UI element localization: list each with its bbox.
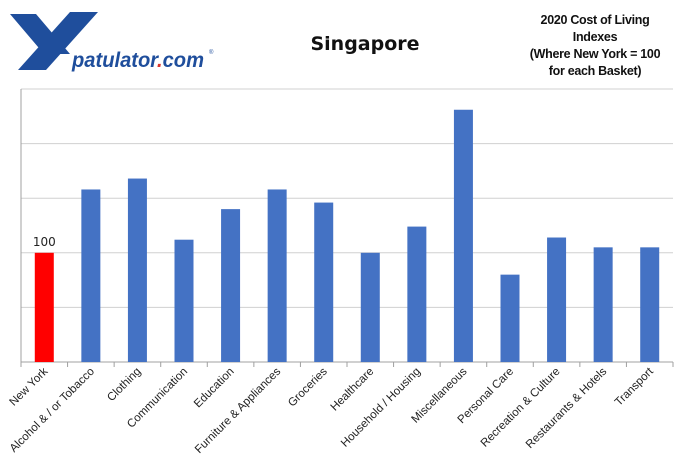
- bar-clothing: [127, 178, 147, 362]
- bar-recreation-culture: [547, 237, 567, 362]
- logo-text: patulator.com: [71, 49, 204, 72]
- bar-restaurants-hotels: [593, 247, 613, 362]
- chart-title: Singapore: [310, 33, 420, 55]
- bar-miscellaneous: [453, 109, 473, 362]
- bar-education: [221, 209, 241, 362]
- bar-transport: [640, 247, 660, 362]
- bar-healthcare: [360, 252, 380, 362]
- bar-household-housing: [407, 226, 427, 362]
- x-tick-label: Recreation & Culture: [479, 366, 563, 450]
- x-tick-label: Restaurants & Hotels: [524, 365, 609, 450]
- bar-alcohol-or-tobacco: [81, 189, 101, 362]
- subtitle-line: (Where New York = 100: [529, 47, 661, 61]
- x-tick-label: Education: [192, 366, 237, 411]
- registered-mark: ®: [209, 49, 214, 56]
- x-tick-label: Groceries: [286, 365, 330, 409]
- data-label: 100: [33, 235, 56, 249]
- subtitle-line: for each Basket): [548, 64, 642, 78]
- x-tick-label: Household / Housing: [339, 366, 423, 450]
- subtitle-line: 2020 Cost of Living: [540, 13, 650, 27]
- x-tick-label: Transport: [613, 365, 657, 409]
- x-tick-label: Alcohol & / or Tobacco: [8, 366, 97, 455]
- bar-communication: [174, 239, 194, 362]
- bar-new-york: [34, 252, 54, 362]
- bar-groceries: [314, 202, 334, 362]
- x-tick-label: Furniture & Appliances: [193, 365, 283, 455]
- x-tick-label: New York: [8, 365, 51, 408]
- subtitle-line: Indexes: [572, 30, 618, 44]
- x-tick-label: Healthcare: [329, 366, 377, 414]
- bar-personal-care: [500, 274, 520, 362]
- xpatulator-logo: patulator.com ®: [8, 10, 223, 74]
- bar-furniture-appliances: [267, 189, 287, 362]
- chart-subtitle: 2020 Cost of Living Indexes (Where New Y…: [515, 12, 675, 80]
- x-tick-label: Clothing: [105, 366, 143, 404]
